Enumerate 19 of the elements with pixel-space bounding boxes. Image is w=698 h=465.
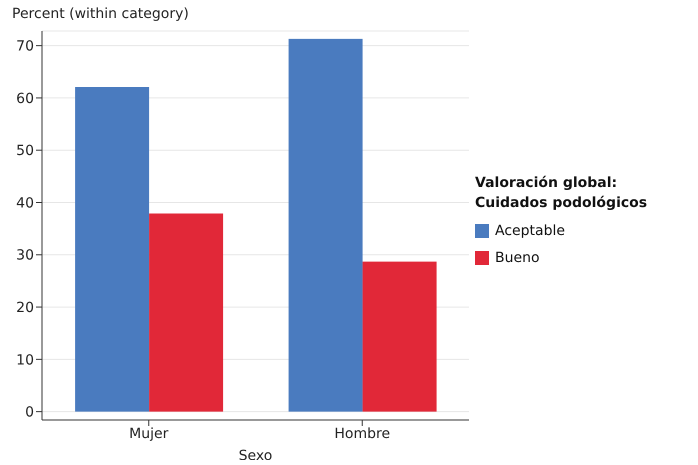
legend-label: Aceptable (495, 222, 565, 238)
bar (75, 86, 150, 412)
y-tick-label: 40 (16, 195, 34, 212)
bar (149, 213, 224, 412)
legend-title: Valoración global: Cuidados podológicos (475, 174, 648, 213)
x-tick-label: Hombre (334, 426, 390, 442)
legend-label: Bueno (495, 250, 540, 266)
y-tick-label: 30 (16, 248, 34, 264)
y-axis-title: Percent (within category) (12, 6, 189, 22)
x-tick-label: Mujer (129, 426, 169, 442)
y-tick-label: 50 (16, 143, 34, 160)
bar (288, 38, 363, 412)
x-axis-title: Sexo (238, 448, 272, 464)
y-tick-label: 20 (16, 300, 34, 316)
y-tick-label: 0 (25, 404, 34, 421)
y-tick-label: 60 (16, 90, 34, 107)
bar (362, 262, 437, 412)
y-tick-label: 70 (16, 38, 34, 55)
y-tick-label: 10 (16, 352, 34, 368)
